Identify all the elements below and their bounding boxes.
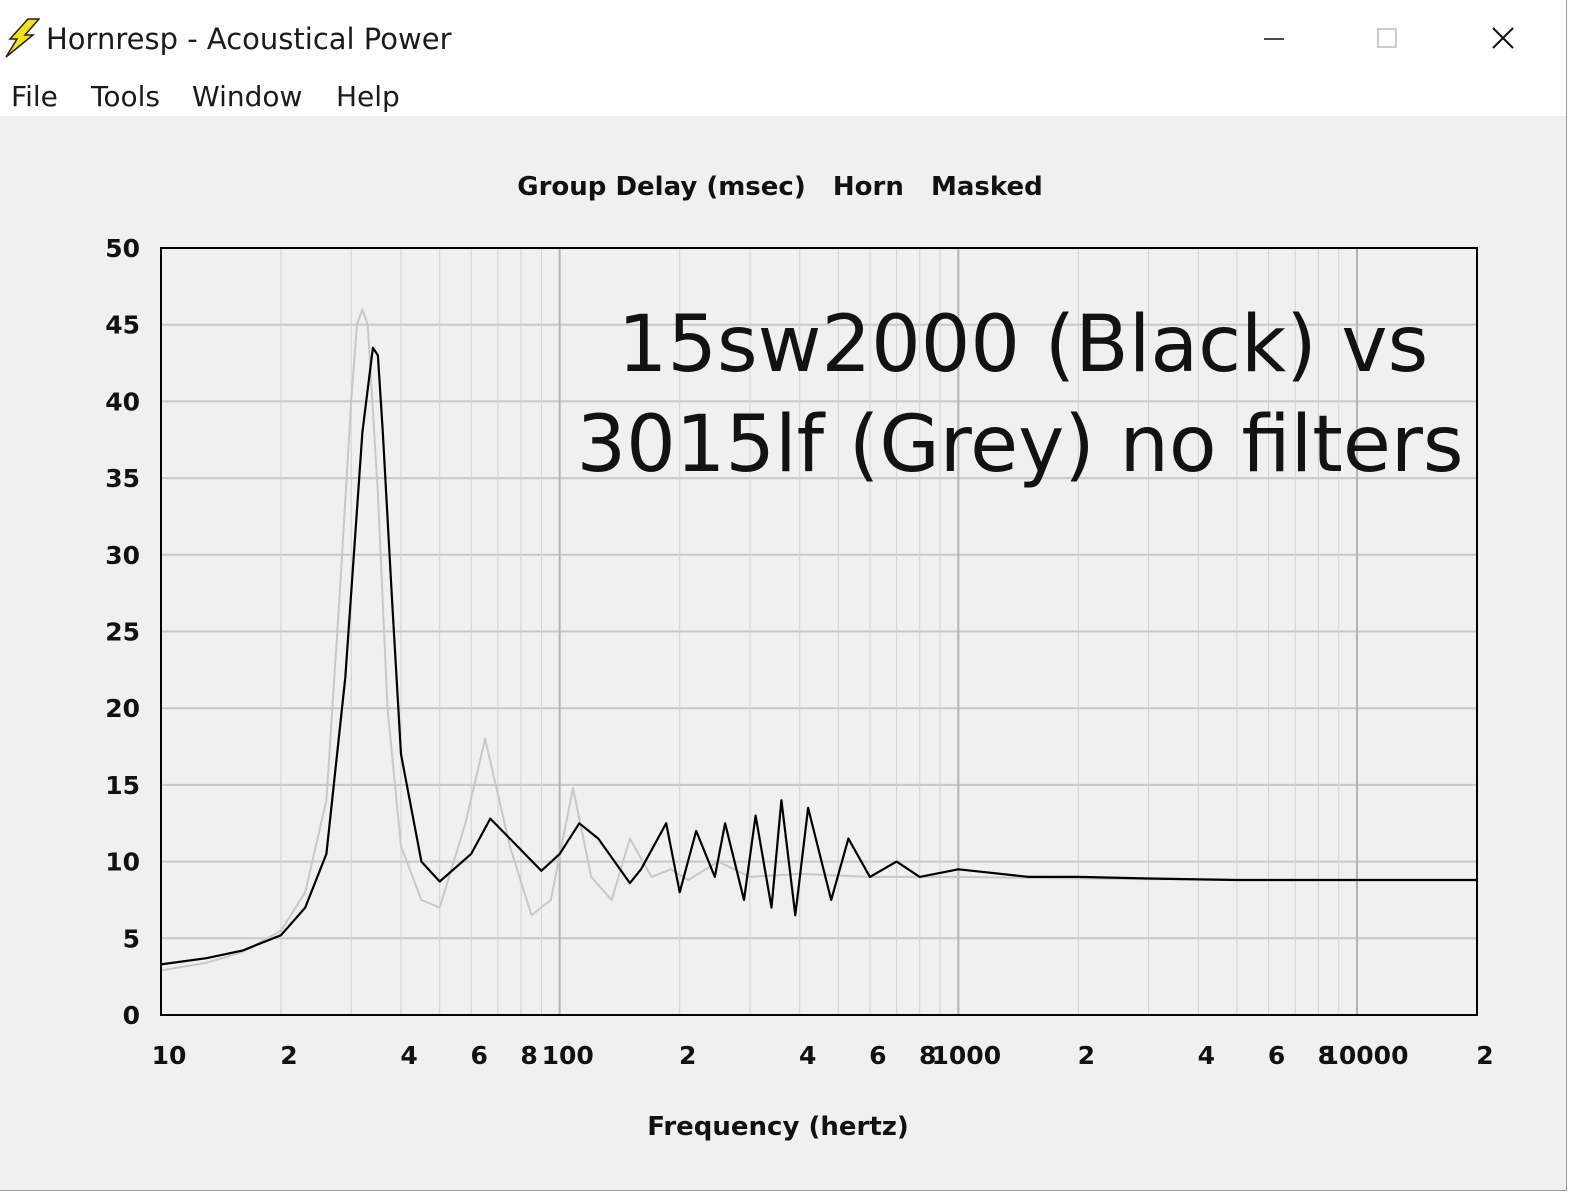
x-tick-label: 8 <box>1318 1041 1335 1070</box>
chart-title: Group Delay (msec) Horn Masked <box>517 172 1042 202</box>
x-tick-label: 8 <box>520 1041 537 1070</box>
x-axis-label: Frequency (hertz) <box>647 1112 909 1142</box>
menu-bar: File Tools Window Help <box>0 78 1566 116</box>
annotation-line-1: 15sw2000 (Black) vs <box>618 300 1428 390</box>
y-tick-label: 0 <box>123 1001 140 1030</box>
x-tick-label: 6 <box>869 1041 886 1070</box>
menu-file[interactable]: File <box>11 80 58 113</box>
x-tick-label: 4 <box>1198 1041 1215 1070</box>
y-tick-label: 15 <box>105 771 140 800</box>
y-tick-label: 35 <box>105 464 140 493</box>
maximize-button[interactable] <box>1352 10 1422 66</box>
maximize-icon <box>1377 28 1397 48</box>
plot-area: Group Delay (msec) Horn Masked Frequency… <box>0 116 1566 1190</box>
x-tick-label: 10000 <box>1321 1041 1408 1070</box>
minimize-icon <box>1264 38 1284 40</box>
x-tick-label: 2 <box>1078 1041 1095 1070</box>
y-tick-label: 45 <box>105 311 140 340</box>
x-tick-label: 4 <box>799 1041 816 1070</box>
x-tick-label: 2 <box>679 1041 696 1070</box>
minimize-button[interactable] <box>1240 10 1310 66</box>
x-tick-label: 100 <box>542 1041 594 1070</box>
close-icon <box>1492 27 1514 49</box>
close-button[interactable] <box>1468 10 1538 66</box>
y-tick-label: 40 <box>105 387 140 416</box>
window-title: Hornresp - Acoustical Power <box>46 22 452 56</box>
series-line-black <box>160 346 1477 966</box>
plot-frame <box>160 247 1478 1016</box>
x-tick-label: 1000 <box>932 1041 1002 1070</box>
annotation-line-2: 3015lf (Grey) no filters <box>576 400 1463 490</box>
x-tick-label: 10 <box>152 1041 187 1070</box>
x-tick-label: 6 <box>471 1041 488 1070</box>
group-delay-chart: Group Delay (msec) Horn Masked Frequency… <box>105 172 1494 1142</box>
menu-help[interactable]: Help <box>336 80 400 113</box>
x-tick-label: 6 <box>1268 1041 1285 1070</box>
y-tick-label: 20 <box>105 694 140 723</box>
x-tick-label: 2 <box>280 1041 297 1070</box>
menu-window[interactable]: Window <box>192 80 303 113</box>
y-tick-labels: 0 5 10 15 20 25 30 35 40 45 50 <box>105 234 140 1030</box>
menu-tools[interactable]: Tools <box>91 80 160 113</box>
y-tick-label: 5 <box>123 924 140 953</box>
title-bar[interactable]: Hornresp - Acoustical Power <box>0 0 1566 78</box>
x-tick-label: 4 <box>400 1041 417 1070</box>
lightning-icon <box>5 18 40 58</box>
series-lines <box>160 308 1477 972</box>
y-tick-label: 10 <box>105 848 140 877</box>
y-tick-label: 30 <box>105 541 140 570</box>
x-tick-label: 8 <box>919 1041 936 1070</box>
x-tick-label: 2 <box>1476 1041 1493 1070</box>
y-tick-label: 25 <box>105 618 140 647</box>
y-tick-label: 50 <box>105 234 140 263</box>
series-line-grey <box>160 308 1477 972</box>
